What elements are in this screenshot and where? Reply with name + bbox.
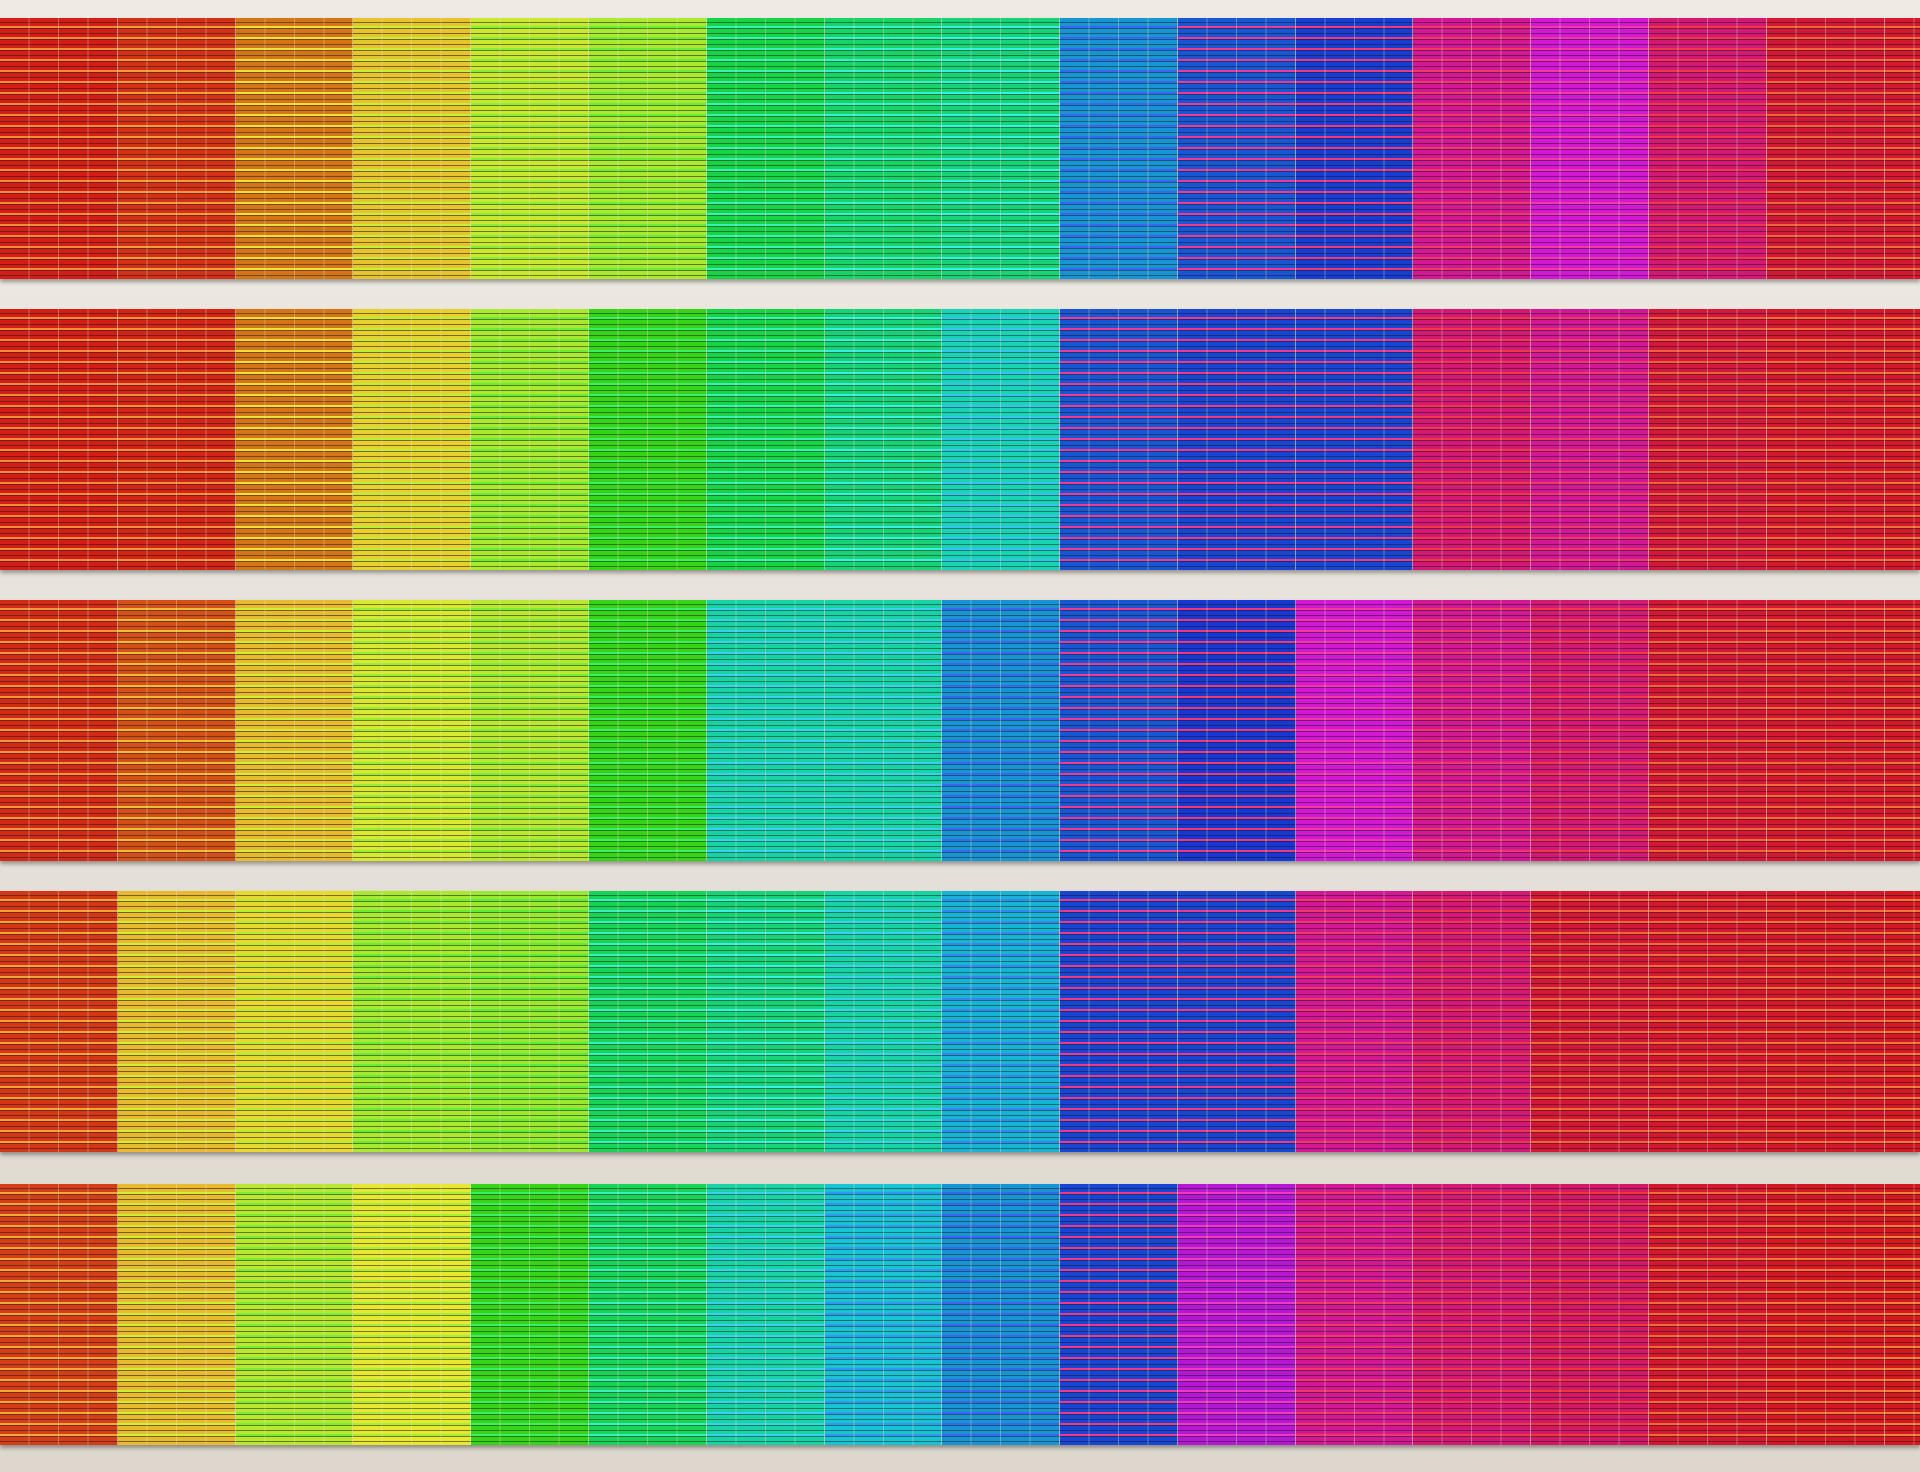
blind-panel	[0, 600, 119, 861]
blind-panel	[1413, 1184, 1533, 1445]
blind-panel	[117, 18, 237, 279]
blind-panel	[1884, 18, 1920, 279]
blind-panel	[353, 1184, 473, 1445]
blind-panel	[117, 1184, 237, 1445]
blind-panel	[824, 18, 944, 279]
blind-panel	[1060, 1184, 1179, 1445]
blind-panel	[1177, 600, 1297, 861]
blind-panel	[1531, 18, 1651, 279]
blind-panel	[471, 891, 590, 1152]
blind-panel	[117, 309, 237, 570]
blind-panel	[235, 309, 355, 570]
blind-panel	[235, 18, 355, 279]
blind-panel	[353, 18, 473, 279]
blind-panel	[1649, 309, 1768, 570]
blind-panel	[1177, 891, 1297, 1152]
blind-panel	[353, 891, 473, 1152]
blind-panel	[1295, 18, 1415, 279]
blind-panel	[117, 891, 237, 1152]
blind-panel	[1531, 891, 1651, 1152]
blind-panel	[706, 891, 826, 1152]
blind-panel	[824, 891, 944, 1152]
blind-panel	[1413, 600, 1533, 861]
blind-panel	[1649, 1184, 1768, 1445]
blind-panel	[1295, 891, 1415, 1152]
blind-panel	[471, 600, 590, 861]
blind-panel	[1295, 309, 1415, 570]
blind-panel	[942, 309, 1062, 570]
blind-panel	[0, 309, 119, 570]
blind-panel	[588, 600, 708, 861]
blind-panel	[1766, 600, 1886, 861]
blind-panel	[235, 600, 355, 861]
blind-row	[0, 600, 1920, 861]
blind-panel	[706, 309, 826, 570]
blind-panel	[588, 891, 708, 1152]
blind-panel	[1531, 309, 1651, 570]
blind-row	[0, 891, 1920, 1152]
blind-panel	[706, 1184, 826, 1445]
blind-panel	[588, 18, 708, 279]
blind-panel	[1766, 309, 1886, 570]
blind-panel	[1884, 1184, 1920, 1445]
blind-panel	[706, 18, 826, 279]
blind-panel	[1295, 600, 1415, 861]
blind-panel	[235, 1184, 355, 1445]
blind-panel	[1177, 309, 1297, 570]
blind-panel	[1060, 600, 1179, 861]
blind-panel	[1060, 309, 1179, 570]
blind-panel	[1295, 1184, 1415, 1445]
blind-panel	[1060, 891, 1179, 1152]
blind-row	[0, 309, 1920, 570]
blind-panel	[1649, 891, 1768, 1152]
blind-panel	[1060, 18, 1179, 279]
blind-panel	[1177, 1184, 1297, 1445]
blind-panel	[942, 891, 1062, 1152]
blind-panel	[1884, 600, 1920, 861]
blind-panel	[1766, 18, 1886, 279]
blind-panel	[1649, 600, 1768, 861]
blind-panel	[824, 309, 944, 570]
blind-panel	[235, 891, 355, 1152]
blind-panel	[1884, 891, 1920, 1152]
blind-panel	[706, 600, 826, 861]
blind-panel	[117, 600, 237, 861]
blind-panel	[1413, 891, 1533, 1152]
blind-panel	[1766, 891, 1886, 1152]
blind-panel	[824, 1184, 944, 1445]
blind-panel	[942, 18, 1062, 279]
blind-panel	[0, 18, 119, 279]
blind-panel	[471, 18, 590, 279]
blind-panel	[588, 309, 708, 570]
blind-panel	[1649, 18, 1768, 279]
blind-panel	[1766, 1184, 1886, 1445]
blind-panel	[353, 309, 473, 570]
blind-panel	[353, 600, 473, 861]
blind-row	[0, 1184, 1920, 1445]
blind-panel	[1531, 600, 1651, 861]
blind-panel	[0, 1184, 119, 1445]
blind-panel	[1531, 1184, 1651, 1445]
blind-row	[0, 18, 1920, 279]
blind-panel	[0, 891, 119, 1152]
blind-panel	[824, 600, 944, 861]
blind-panel	[942, 600, 1062, 861]
blind-panel	[588, 1184, 708, 1445]
blind-panel	[471, 1184, 590, 1445]
blind-panel	[1884, 309, 1920, 570]
blind-panel	[1177, 18, 1297, 279]
blind-panel	[471, 309, 590, 570]
blind-panel	[1413, 309, 1533, 570]
blind-panel	[1413, 18, 1533, 279]
blind-panel	[942, 1184, 1062, 1445]
